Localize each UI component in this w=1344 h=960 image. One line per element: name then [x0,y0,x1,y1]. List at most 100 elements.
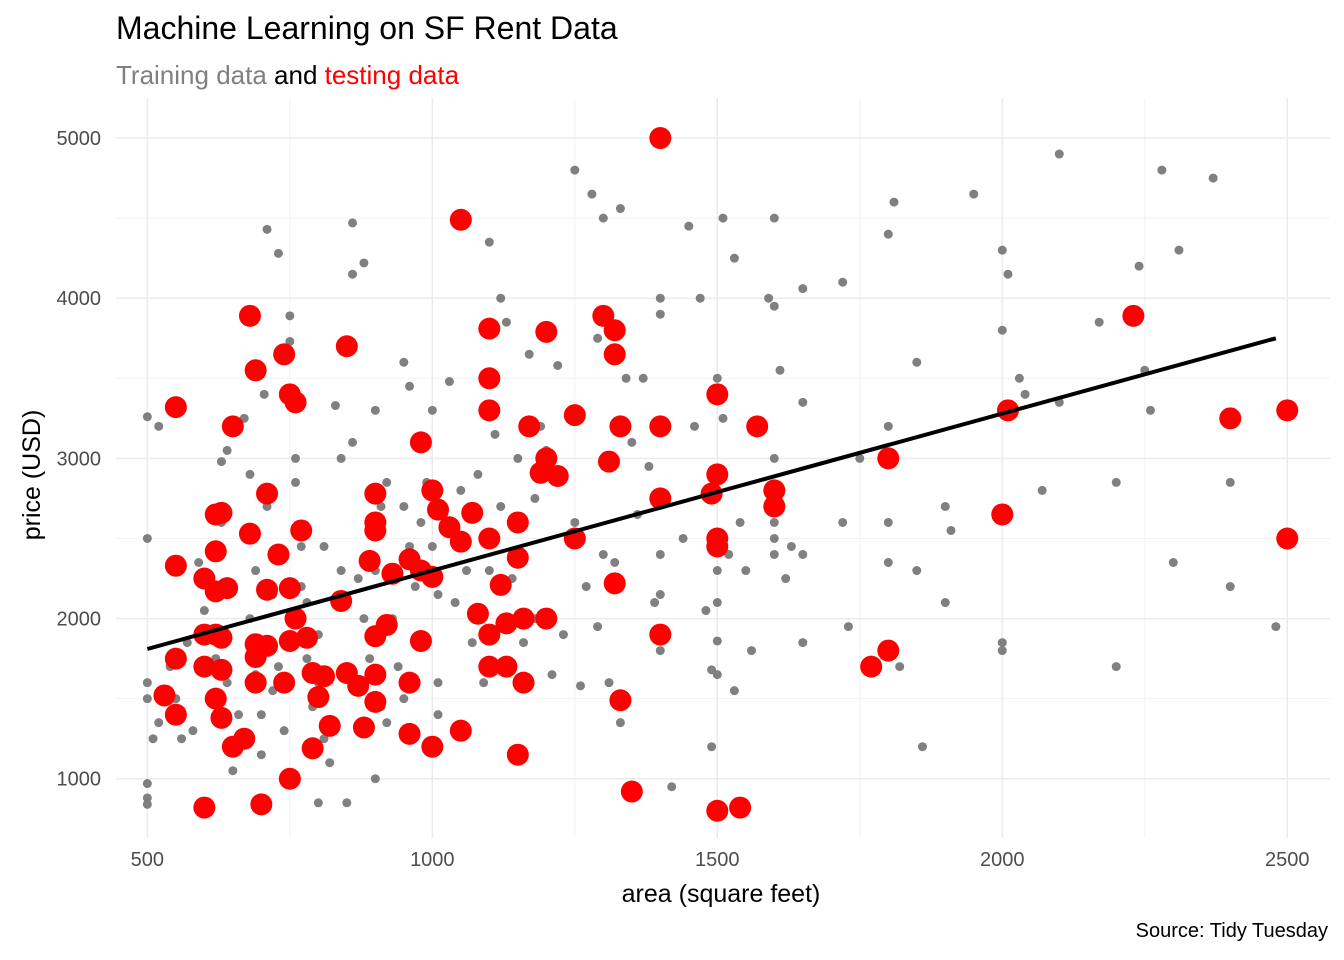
training-point [496,293,506,303]
training-point [598,549,608,559]
training-point [798,397,808,407]
training-point [798,549,808,559]
testing-point [506,511,529,534]
testing-point [153,684,176,707]
training-point [678,533,688,543]
testing-point [364,625,387,648]
training-point [291,477,301,487]
testing-point [347,674,370,697]
training-point [501,317,511,327]
training-point [695,293,705,303]
testing-point [603,343,626,366]
training-point [769,453,779,463]
training-point [883,421,893,431]
testing-point [512,607,535,630]
training-point [610,558,620,568]
training-point [712,598,722,608]
testing-point [210,658,233,681]
training-point [690,421,700,431]
training-point [1225,582,1235,592]
training-point [513,453,523,463]
testing-point [193,796,216,819]
training-point [786,541,796,551]
training-point [570,517,580,527]
training-point [701,606,711,616]
training-point [319,541,329,551]
training-point [342,798,352,808]
testing-point [290,519,313,542]
testing-point [1219,407,1242,430]
testing-point [649,127,672,150]
training-point [775,365,785,375]
testing-point [478,399,501,422]
training-point [405,381,415,391]
training-point [251,566,261,576]
testing-point [278,577,301,600]
training-point [259,389,269,399]
testing-point [603,319,626,342]
training-point [883,558,893,568]
training-point [769,549,779,559]
testing-point [398,722,421,745]
testing-point [495,655,518,678]
testing-point [478,623,501,646]
training-point [285,336,295,346]
testing-point [164,647,187,670]
axis-tick-labels: 500 1000 1500 2000 2500 1000 2000 3000 4000 5000 [57,128,1310,871]
testing-point [478,655,501,678]
subtitle-connector: and [266,60,325,90]
training-point [883,517,893,527]
training-point [997,638,1007,648]
testing-point [466,602,489,625]
chart-title: Machine Learning on SF Rent Data [116,10,618,46]
testing-point [164,396,187,419]
testing-point [238,304,261,327]
training-point [330,401,340,411]
training-point [655,549,665,559]
training-point [348,269,358,279]
training-point [883,229,893,239]
training-point [336,566,346,576]
training-point [712,566,722,576]
training-point [798,638,808,648]
training-point [1037,485,1047,495]
training-point [1157,165,1167,175]
training-point [365,654,375,664]
training-point [712,636,722,646]
testing-point [256,578,279,601]
testing-point [991,503,1014,526]
testing-point [250,793,273,816]
testing-point [409,629,432,652]
x-tick-label: 2500 [1265,849,1310,871]
training-point [382,477,392,487]
training-point [838,277,848,287]
training-point [638,373,648,383]
training-point [558,630,568,640]
training-point [1111,662,1121,672]
testing-point [273,671,296,694]
training-point [519,638,529,648]
testing-point [860,655,883,678]
x-tick-label: 2000 [980,849,1025,871]
testing-point [278,767,301,790]
training-point [462,566,472,576]
chart-subtitle: Training data and testing data [116,60,459,91]
training-point [302,654,312,664]
testing-point [1122,304,1145,327]
testing-point [1276,527,1299,550]
testing-point [352,716,375,739]
training-point [188,726,198,736]
training-point [969,189,979,199]
y-tick-label: 5000 [57,128,102,150]
training-point [359,614,369,624]
training-point [615,204,625,214]
training-point [399,501,409,511]
y-tick-label: 1000 [57,769,102,791]
training-point [769,533,779,543]
training-point [444,377,454,387]
training-point [735,517,745,527]
training-point [216,457,226,467]
training-point [262,224,272,234]
training-point [912,566,922,576]
testing-point [364,482,387,505]
